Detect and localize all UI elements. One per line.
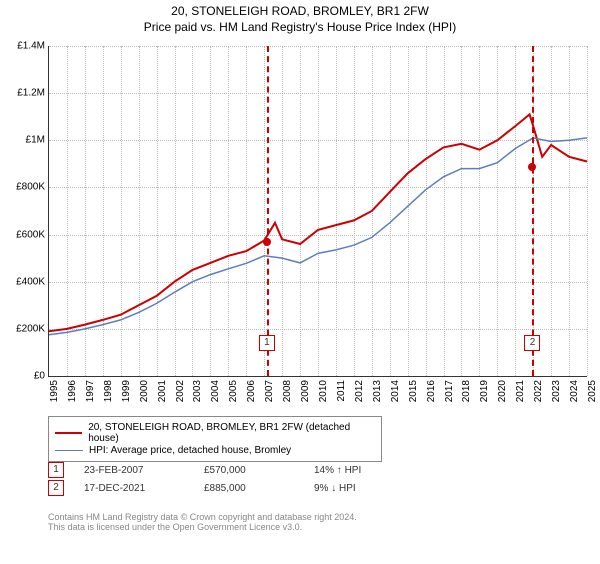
legend-label: 20, STONELEIGH ROAD, BROMLEY, BR1 2FW (d… xyxy=(88,422,375,444)
footer-note: Contains HM Land Registry data © Crown c… xyxy=(48,512,357,532)
events-table-date: 23-FEB-2007 xyxy=(84,465,204,476)
x-axis-tick-label: 2016 xyxy=(426,380,437,402)
x-axis-tick-label: 2020 xyxy=(497,380,508,402)
x-axis-tick-label: 2017 xyxy=(444,380,455,402)
x-axis-tick-label: 2012 xyxy=(354,380,365,402)
x-axis-tick-label: 2013 xyxy=(372,380,383,402)
series-line-hpi xyxy=(49,138,587,335)
legend: 20, STONELEIGH ROAD, BROMLEY, BR1 2FW (d… xyxy=(48,416,382,462)
events-table-delta: 14% ↑ HPI xyxy=(314,465,361,476)
x-axis-tick-label: 2000 xyxy=(139,380,150,402)
x-axis-tick-label: 2015 xyxy=(408,380,419,402)
legend-row: HPI: Average price, detached house, Brom… xyxy=(55,445,375,456)
x-axis-tick-label: 1997 xyxy=(85,380,96,402)
x-axis-tick-label: 1999 xyxy=(121,380,132,402)
event-point xyxy=(528,163,536,171)
x-axis-tick-label: 2003 xyxy=(192,380,203,402)
legend-row: 20, STONELEIGH ROAD, BROMLEY, BR1 2FW (d… xyxy=(55,422,375,444)
footer-line2: This data is licensed under the Open Gov… xyxy=(48,522,357,532)
chart-title-address: 20, STONELEIGH ROAD, BROMLEY, BR1 2FW xyxy=(0,4,600,18)
x-axis-tick-label: 2007 xyxy=(264,380,275,402)
x-axis-tick-label: 1995 xyxy=(49,380,60,402)
x-axis-tick-label: 2006 xyxy=(246,380,257,402)
x-axis-tick-label: 2018 xyxy=(461,380,472,402)
footer-line1: Contains HM Land Registry data © Crown c… xyxy=(48,512,357,522)
x-axis-tick-label: 2022 xyxy=(533,380,544,402)
y-axis-tick-label: £400K xyxy=(16,276,45,287)
gridline-vertical xyxy=(587,46,588,376)
x-axis-tick-label: 2024 xyxy=(569,380,580,402)
x-axis-tick-label: 1996 xyxy=(67,380,78,402)
y-axis-tick-label: £1M xyxy=(26,135,45,146)
events-table-delta: 9% ↓ HPI xyxy=(314,483,356,494)
x-axis-tick-label: 2008 xyxy=(282,380,293,402)
chart-plot-area: £0£200K£400K£600K£800K£1M£1.2M£1.4M19951… xyxy=(48,46,587,377)
x-axis-tick-label: 2023 xyxy=(551,380,562,402)
events-table-badge: 2 xyxy=(48,480,64,496)
events-table-price: £885,000 xyxy=(204,483,314,494)
chart-svg xyxy=(49,46,587,376)
events-table-price: £570,000 xyxy=(204,465,314,476)
x-axis-tick-label: 2014 xyxy=(390,380,401,402)
x-axis-tick-label: 2001 xyxy=(157,380,168,402)
y-axis-tick-label: £600K xyxy=(16,229,45,240)
legend-label: HPI: Average price, detached house, Brom… xyxy=(89,445,291,456)
y-axis-tick-label: £0 xyxy=(34,371,45,382)
y-axis-tick-label: £800K xyxy=(16,182,45,193)
chart-title-subtitle: Price paid vs. HM Land Registry's House … xyxy=(0,20,600,34)
x-axis-tick-label: 2010 xyxy=(318,380,329,402)
event-badge: 1 xyxy=(259,335,275,351)
series-line-property xyxy=(49,114,587,331)
x-axis-tick-label: 2021 xyxy=(515,380,526,402)
events-table-row: 1 23-FEB-2007£570,00014% ↑ HPI xyxy=(48,462,361,478)
events-table: 1 23-FEB-2007£570,00014% ↑ HPI 2 17-DEC-202… xyxy=(48,460,361,498)
event-line xyxy=(532,46,534,376)
x-axis-tick-label: 2025 xyxy=(587,380,598,402)
x-axis-tick-label: 2009 xyxy=(300,380,311,402)
event-line xyxy=(267,46,269,376)
legend-swatch xyxy=(55,450,83,451)
events-table-row: 2 17-DEC-2021£885,0009% ↓ HPI xyxy=(48,480,361,496)
x-axis-tick-label: 2002 xyxy=(175,380,186,402)
x-axis-tick-label: 2004 xyxy=(210,380,221,402)
x-axis-tick-label: 2011 xyxy=(336,380,347,402)
events-table-badge: 1 xyxy=(48,462,64,478)
y-axis-tick-label: £1.2M xyxy=(17,88,45,99)
events-table-date: 17-DEC-2021 xyxy=(84,483,204,494)
event-point xyxy=(263,238,271,246)
legend-swatch xyxy=(55,432,82,434)
event-badge: 2 xyxy=(524,335,540,351)
x-axis-tick-label: 2019 xyxy=(479,380,490,402)
y-axis-tick-label: £1.4M xyxy=(17,41,45,52)
x-axis-tick-label: 1998 xyxy=(103,380,114,402)
y-axis-tick-label: £200K xyxy=(16,323,45,334)
x-axis-tick-label: 2005 xyxy=(228,380,239,402)
